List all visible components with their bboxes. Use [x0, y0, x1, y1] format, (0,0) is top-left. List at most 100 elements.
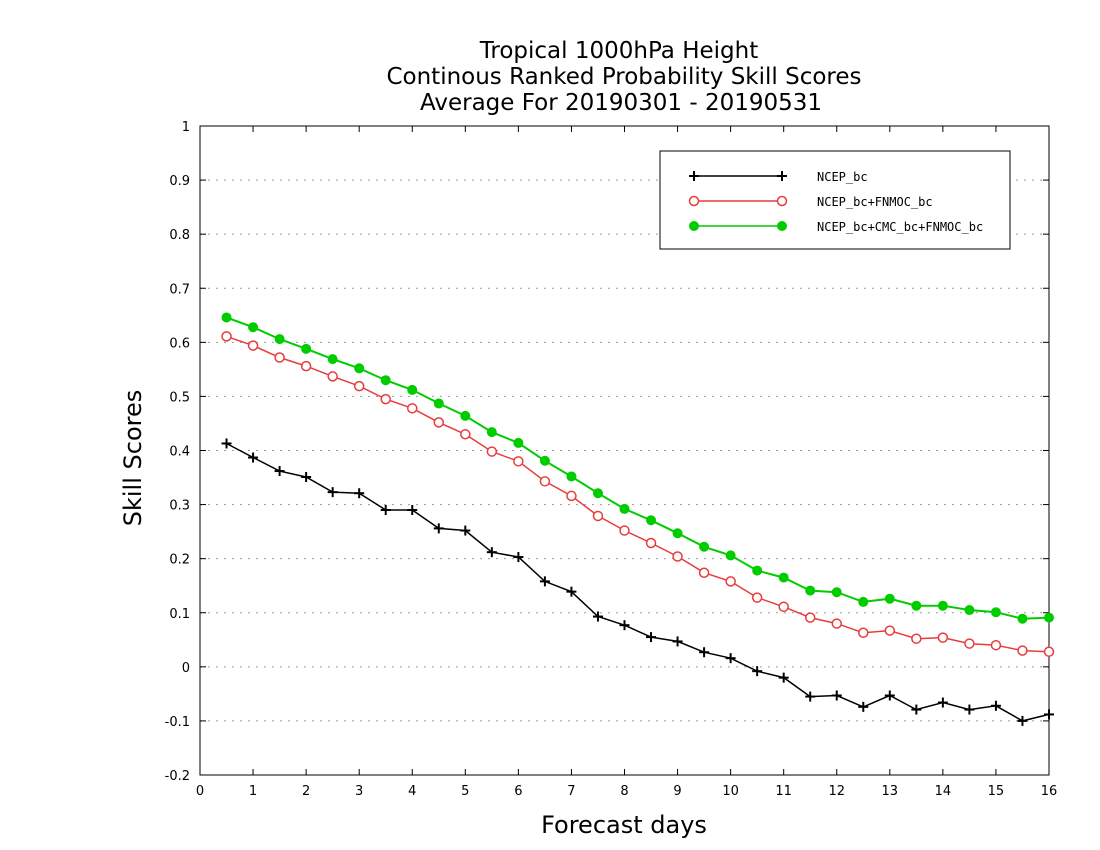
data-point [1017, 613, 1028, 624]
data-point [274, 466, 285, 477]
y-tick-label: 0.7 [169, 282, 190, 297]
data-point [407, 504, 418, 515]
data-point [725, 550, 736, 561]
data-point [884, 593, 895, 604]
series-line [226, 442, 1050, 722]
data-point [646, 515, 657, 526]
x-tick-label: 7 [567, 784, 575, 799]
data-point [672, 551, 683, 562]
data-point [858, 627, 869, 639]
legend-label: NCEP_bc+CMC_bc+FNMOC_bc [817, 220, 983, 234]
data-point [831, 690, 842, 701]
title-line-2: Continous Ranked Probability Skill Score… [386, 64, 861, 90]
y-tick-label: 0.1 [169, 607, 190, 622]
data-point [354, 488, 365, 499]
data-point [831, 618, 842, 629]
series-line [226, 335, 1050, 653]
y-tick-label: 0 [182, 661, 190, 676]
data-point [1043, 646, 1055, 657]
data-point [248, 322, 259, 333]
series [221, 312, 1055, 726]
data-point [274, 352, 285, 363]
data-point [752, 565, 763, 576]
y-tick-label: 0.5 [169, 390, 190, 405]
data-point [911, 704, 922, 715]
data-point [433, 398, 444, 409]
data-point [646, 632, 657, 643]
data-point [486, 446, 498, 457]
series-3 [221, 312, 1054, 624]
data-point [460, 525, 471, 536]
x-tick-label: 13 [882, 784, 899, 799]
y-tick-label: 0.4 [169, 445, 190, 460]
data-point [776, 195, 788, 207]
legend-box [659, 150, 1011, 250]
data-point [619, 503, 630, 514]
data-point [937, 600, 948, 611]
data-point [300, 360, 312, 372]
data-point [460, 410, 471, 421]
data-point [804, 612, 816, 623]
data-point [619, 620, 630, 631]
data-point [777, 221, 787, 231]
data-point [248, 452, 259, 463]
data-point [380, 375, 391, 386]
y-tick-label: 0.6 [169, 336, 190, 351]
y-tick-label: 0.9 [169, 174, 190, 189]
data-point [964, 704, 975, 715]
data-point [486, 427, 497, 438]
data-point [380, 393, 391, 405]
data-point [937, 632, 949, 643]
x-tick-label: 3 [355, 784, 363, 799]
data-point [751, 592, 763, 603]
data-point [592, 510, 604, 522]
data-point [689, 221, 699, 231]
x-tick-label: 0 [196, 784, 204, 799]
x-tick-label: 16 [1041, 784, 1058, 799]
data-point [407, 384, 418, 395]
data-point [460, 429, 471, 440]
data-point [247, 340, 259, 351]
legend-item: NCEP_bc+CMC_bc+FNMOC_bc [689, 220, 983, 234]
data-point [689, 171, 699, 181]
x-tick-label: 2 [302, 784, 310, 799]
legend-label: NCEP_bc [817, 170, 868, 184]
y-tick-label: 0.8 [169, 228, 190, 243]
chart-title: Tropical 1000hPa Height Continous Ranked… [386, 38, 861, 116]
x-tick-label: 12 [828, 784, 845, 799]
data-point [539, 455, 550, 466]
data-point [778, 672, 789, 683]
series-1 [221, 438, 1054, 726]
data-point [592, 611, 603, 622]
data-point [937, 697, 948, 708]
data-point [327, 371, 338, 382]
data-point [964, 605, 975, 616]
data-point [566, 490, 577, 502]
x-axis-label: Forecast days [541, 811, 707, 839]
data-point [354, 363, 365, 374]
data-point [884, 625, 896, 636]
data-point [990, 639, 1002, 651]
y-tick-label: -0.2 [165, 769, 190, 784]
data-point [778, 601, 789, 613]
x-tick-label: 15 [988, 784, 1005, 799]
data-point [619, 525, 630, 536]
data-point [884, 690, 895, 701]
data-point [777, 171, 787, 181]
data-point [645, 537, 657, 549]
x-tick-label: 14 [935, 784, 952, 799]
y-axis-label: Skill Scores [119, 390, 147, 527]
data-point [990, 607, 1001, 618]
data-point [672, 528, 683, 539]
data-point [699, 647, 710, 658]
data-point [725, 576, 736, 587]
y-tick-label: 1 [182, 120, 190, 135]
data-point [858, 701, 869, 712]
data-point [990, 700, 1001, 711]
data-point [672, 636, 683, 647]
data-point [592, 488, 603, 499]
data-point [513, 456, 524, 467]
data-point [539, 476, 551, 487]
data-point [407, 403, 418, 414]
